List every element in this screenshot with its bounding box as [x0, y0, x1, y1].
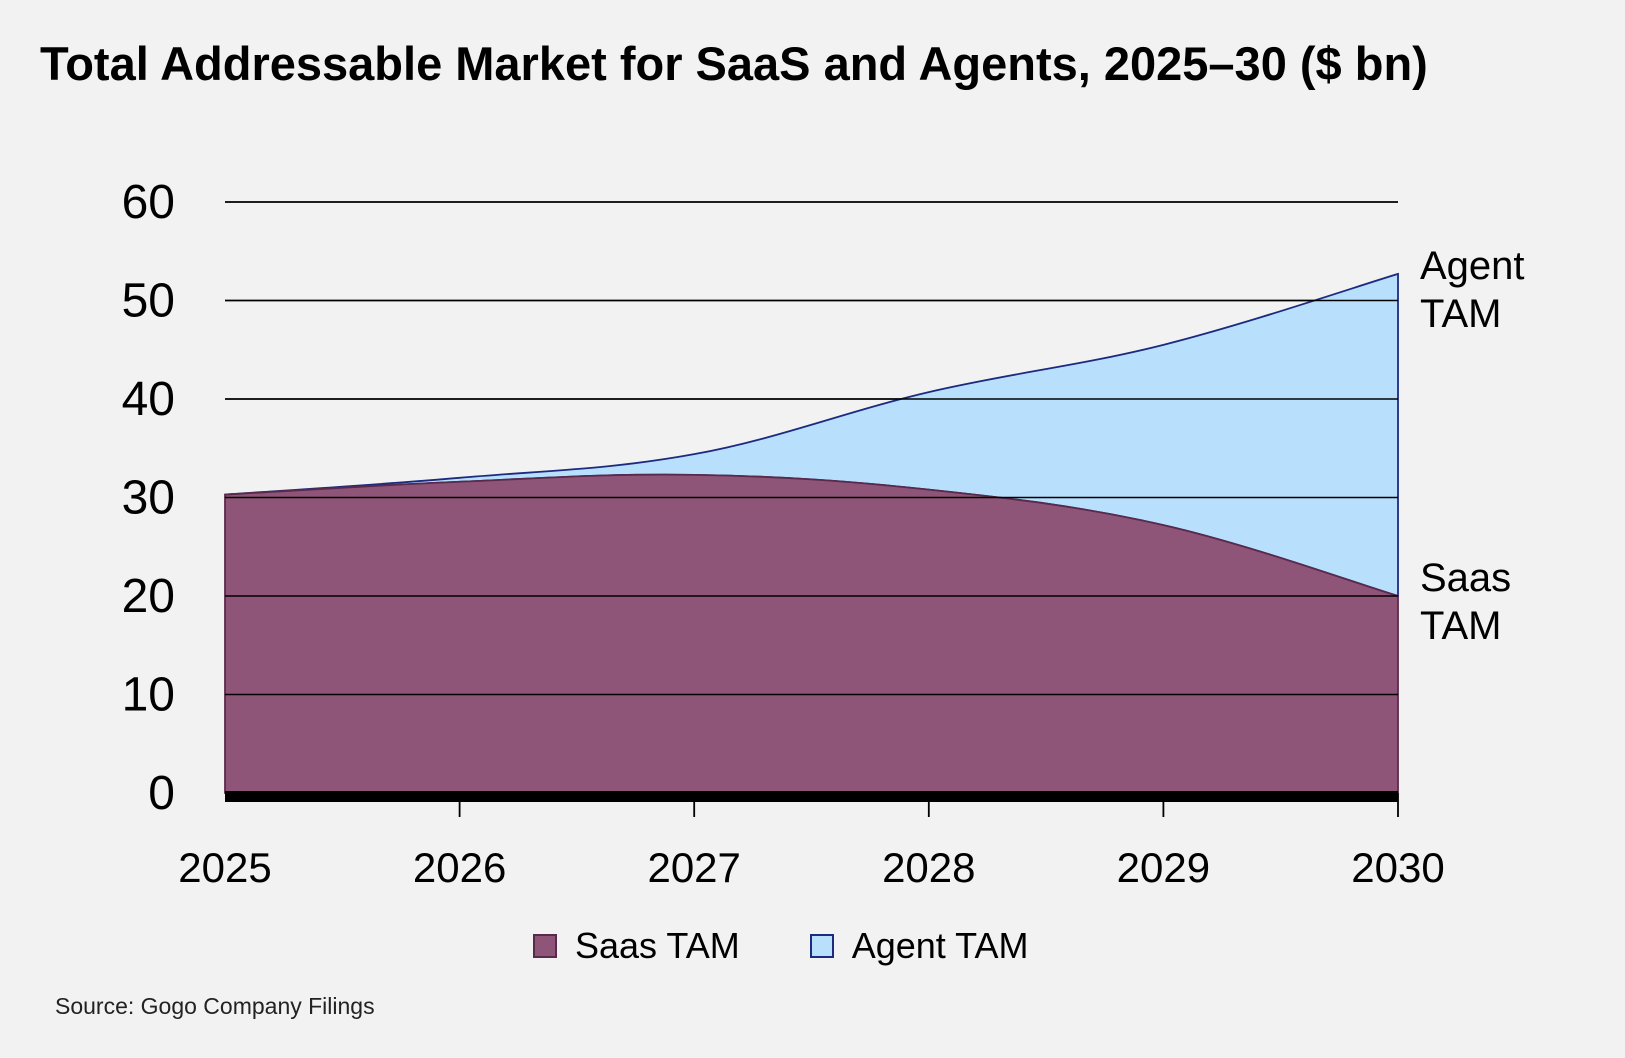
y-tick-label-60: 60 [122, 176, 175, 229]
legend-item-saas[interactable]: Saas TAM [533, 925, 740, 967]
area-layer [224, 201, 1399, 794]
y-tick-label-10: 10 [122, 669, 175, 722]
legend-label-saas: Saas TAM [575, 925, 740, 966]
y-tick-label-0: 0 [148, 767, 175, 820]
legend-item-agent[interactable]: Agent TAM [809, 925, 1029, 967]
x-tick-label-2025: 2025 [178, 844, 271, 891]
axis-layer [225, 791, 1399, 817]
legend: Saas TAM Agent TAM [533, 925, 1098, 967]
y-axis-ticks: 0 10 20 30 40 50 60 [122, 176, 175, 820]
x-tick-label-2030: 2030 [1351, 844, 1444, 891]
y-tick-label-40: 40 [122, 373, 175, 426]
saas-tam-area [224, 473, 1399, 794]
legend-swatch-saas [533, 934, 557, 958]
y-tick-label-20: 20 [122, 570, 175, 623]
saas-tam-end-label-line-0: Saas [1420, 556, 1511, 600]
chart-title: Total Addressable Market for SaaS and Ag… [40, 37, 1428, 90]
y-tick-label-30: 30 [122, 472, 175, 525]
x-axis-line [225, 791, 1398, 802]
x-axis-ticks: 2025 2026 2027 2028 2029 2030 [178, 844, 1444, 891]
source-note: Source: Gogo Company Filings [55, 993, 375, 1019]
x-tick-label-2026: 2026 [413, 844, 506, 891]
x-tick-label-2027: 2027 [647, 844, 740, 891]
x-tick-label-2028: 2028 [882, 844, 975, 891]
legend-label-agent: Agent TAM [851, 925, 1029, 966]
y-tick-label-50: 50 [122, 275, 175, 328]
agent-tam-end-label-line-0: Agent [1420, 244, 1525, 288]
legend-swatch-agent [809, 934, 834, 958]
agent-tam-end-label-line-1: TAM [1420, 292, 1501, 336]
x-tick-label-2029: 2029 [1117, 844, 1210, 891]
saas-tam-end-label-line-1: TAM [1420, 604, 1501, 648]
